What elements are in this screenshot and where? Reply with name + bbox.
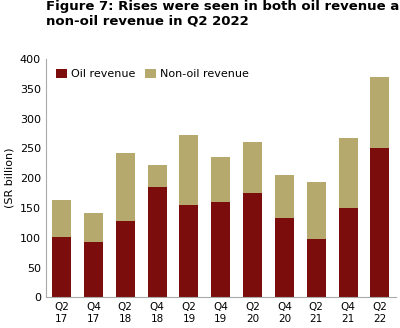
Bar	[84, 242, 103, 297]
Legend: Oil revenue, Non-oil revenue: Oil revenue, Non-oil revenue	[51, 65, 254, 84]
Bar	[179, 205, 198, 297]
Bar	[338, 208, 358, 297]
Bar	[116, 221, 135, 297]
Bar	[148, 187, 167, 297]
Bar	[307, 182, 326, 239]
Bar	[307, 239, 326, 297]
Bar	[211, 202, 230, 297]
Bar	[52, 200, 71, 236]
Bar	[52, 236, 71, 297]
Bar	[116, 153, 135, 221]
Bar	[243, 142, 262, 193]
Y-axis label: (SR billion): (SR billion)	[4, 148, 14, 209]
Bar	[211, 157, 230, 202]
Bar	[148, 165, 167, 187]
Bar	[84, 213, 103, 242]
Bar	[275, 175, 294, 218]
Bar	[179, 135, 198, 205]
Bar	[275, 218, 294, 297]
Bar	[338, 138, 358, 208]
Text: Figure 7: Rises were seen in both oil revenue and
non-oil revenue in Q2 2022: Figure 7: Rises were seen in both oil re…	[46, 0, 400, 28]
Bar	[370, 77, 390, 148]
Bar	[370, 148, 390, 297]
Bar	[243, 193, 262, 297]
